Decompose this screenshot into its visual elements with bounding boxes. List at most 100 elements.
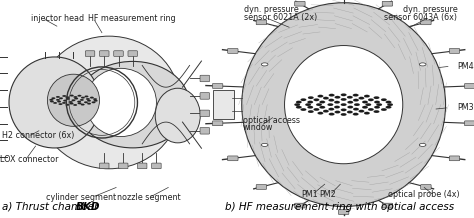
Circle shape [319,101,325,103]
Ellipse shape [38,36,180,169]
Circle shape [308,110,314,113]
Circle shape [50,100,54,102]
Circle shape [341,98,346,101]
FancyBboxPatch shape [382,1,392,6]
Circle shape [376,103,382,106]
FancyBboxPatch shape [421,20,431,25]
Circle shape [319,106,325,109]
Text: H2 connector (6x): H2 connector (6x) [2,131,75,140]
Circle shape [52,97,55,99]
Circle shape [353,113,358,116]
FancyBboxPatch shape [212,121,223,126]
Text: optical probe (4x): optical probe (4x) [388,190,460,199]
Circle shape [69,101,73,103]
Circle shape [65,104,69,106]
Ellipse shape [284,46,403,164]
Circle shape [353,99,359,101]
Circle shape [368,99,374,101]
Circle shape [387,103,393,106]
Ellipse shape [242,3,446,206]
Circle shape [49,99,53,101]
Circle shape [81,104,84,106]
Text: BKD: BKD [76,202,100,212]
Ellipse shape [47,74,100,126]
Text: cylinder segment: cylinder segment [46,193,116,202]
FancyBboxPatch shape [118,163,128,169]
Circle shape [386,101,392,103]
Circle shape [80,99,84,101]
FancyBboxPatch shape [128,51,137,56]
Circle shape [419,63,426,66]
Text: a) Thrust chamber: a) Thrust chamber [2,202,102,212]
Text: sensor 6021A (2x): sensor 6021A (2x) [244,13,318,22]
Circle shape [323,97,328,99]
FancyBboxPatch shape [295,203,305,208]
Circle shape [347,106,353,108]
Circle shape [65,96,69,98]
Circle shape [329,113,335,116]
Circle shape [314,99,319,101]
Circle shape [308,96,314,99]
Text: sensor 6043A (6x): sensor 6043A (6x) [384,13,457,22]
Circle shape [341,109,346,111]
Circle shape [73,96,77,98]
FancyBboxPatch shape [200,128,210,134]
Circle shape [381,108,387,111]
Circle shape [335,111,340,113]
Text: LOX connector: LOX connector [0,155,58,164]
Circle shape [374,106,380,109]
Circle shape [59,103,63,105]
FancyBboxPatch shape [421,184,431,189]
FancyBboxPatch shape [200,110,210,117]
FancyBboxPatch shape [465,83,474,88]
Ellipse shape [155,88,200,143]
FancyBboxPatch shape [213,90,234,119]
Circle shape [335,96,340,99]
Circle shape [347,111,353,113]
Circle shape [341,113,346,116]
Circle shape [296,106,301,109]
Text: window: window [243,123,273,132]
FancyBboxPatch shape [228,156,238,161]
Text: injector head: injector head [31,14,84,23]
Circle shape [56,96,60,98]
Circle shape [328,103,333,106]
Circle shape [362,101,368,103]
FancyBboxPatch shape [200,75,210,82]
Ellipse shape [76,61,190,148]
Ellipse shape [85,68,156,137]
Text: dyn. pressure: dyn. pressure [402,5,457,14]
FancyBboxPatch shape [228,49,238,53]
Circle shape [358,110,364,112]
FancyBboxPatch shape [100,51,109,56]
FancyBboxPatch shape [338,210,349,215]
Text: PM2: PM2 [319,190,337,199]
Circle shape [374,96,379,99]
Circle shape [329,94,335,96]
Circle shape [308,106,313,109]
Circle shape [86,98,90,100]
Circle shape [353,108,359,111]
Circle shape [84,101,88,103]
Circle shape [364,95,370,97]
Circle shape [301,108,306,111]
Circle shape [328,108,334,111]
Circle shape [87,103,91,104]
Circle shape [93,98,97,100]
Circle shape [334,101,340,104]
Circle shape [70,95,73,96]
Circle shape [341,94,346,96]
Circle shape [87,100,91,102]
Circle shape [365,103,371,106]
FancyBboxPatch shape [256,184,266,189]
Circle shape [78,95,82,97]
FancyBboxPatch shape [114,51,123,56]
FancyBboxPatch shape [137,163,147,169]
FancyBboxPatch shape [449,49,460,53]
Circle shape [70,103,73,104]
Circle shape [62,102,66,104]
Circle shape [74,98,78,99]
Circle shape [318,95,323,97]
Circle shape [91,101,95,103]
Ellipse shape [9,57,100,148]
